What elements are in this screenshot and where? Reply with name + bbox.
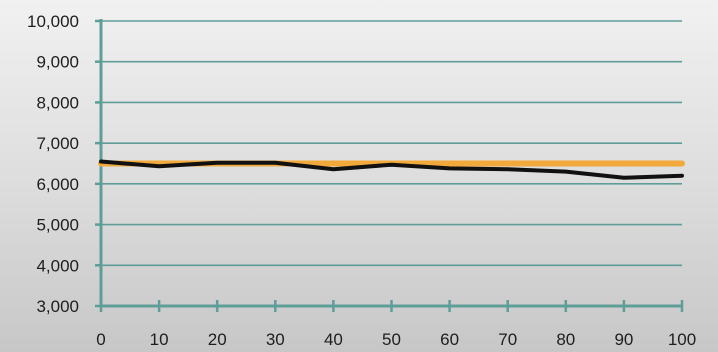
y-tick-label: 6,000 (36, 175, 79, 194)
x-tick-label: 60 (440, 330, 459, 349)
x-tick-label: 50 (382, 330, 401, 349)
x-tick-label: 80 (556, 330, 575, 349)
y-tick-label: 8,000 (36, 93, 79, 112)
y-tick-label: 9,000 (36, 53, 79, 72)
x-tick-label: 0 (96, 330, 105, 349)
x-tick-label: 20 (208, 330, 227, 349)
x-tick-label: 90 (614, 330, 633, 349)
x-tick-label: 40 (324, 330, 343, 349)
x-tick-label: 10 (150, 330, 169, 349)
y-tick-label: 4,000 (36, 256, 79, 275)
y-tick-label: 7,000 (36, 134, 79, 153)
y-tick-label: 10,000 (27, 12, 79, 31)
x-tick-label: 70 (498, 330, 517, 349)
series-line-2 (99, 159, 684, 180)
y-tick-label: 5,000 (36, 216, 79, 235)
y-tick-label: 3,000 (36, 297, 79, 316)
x-tick-label: 100 (668, 330, 696, 349)
x-tick-label: 30 (266, 330, 285, 349)
